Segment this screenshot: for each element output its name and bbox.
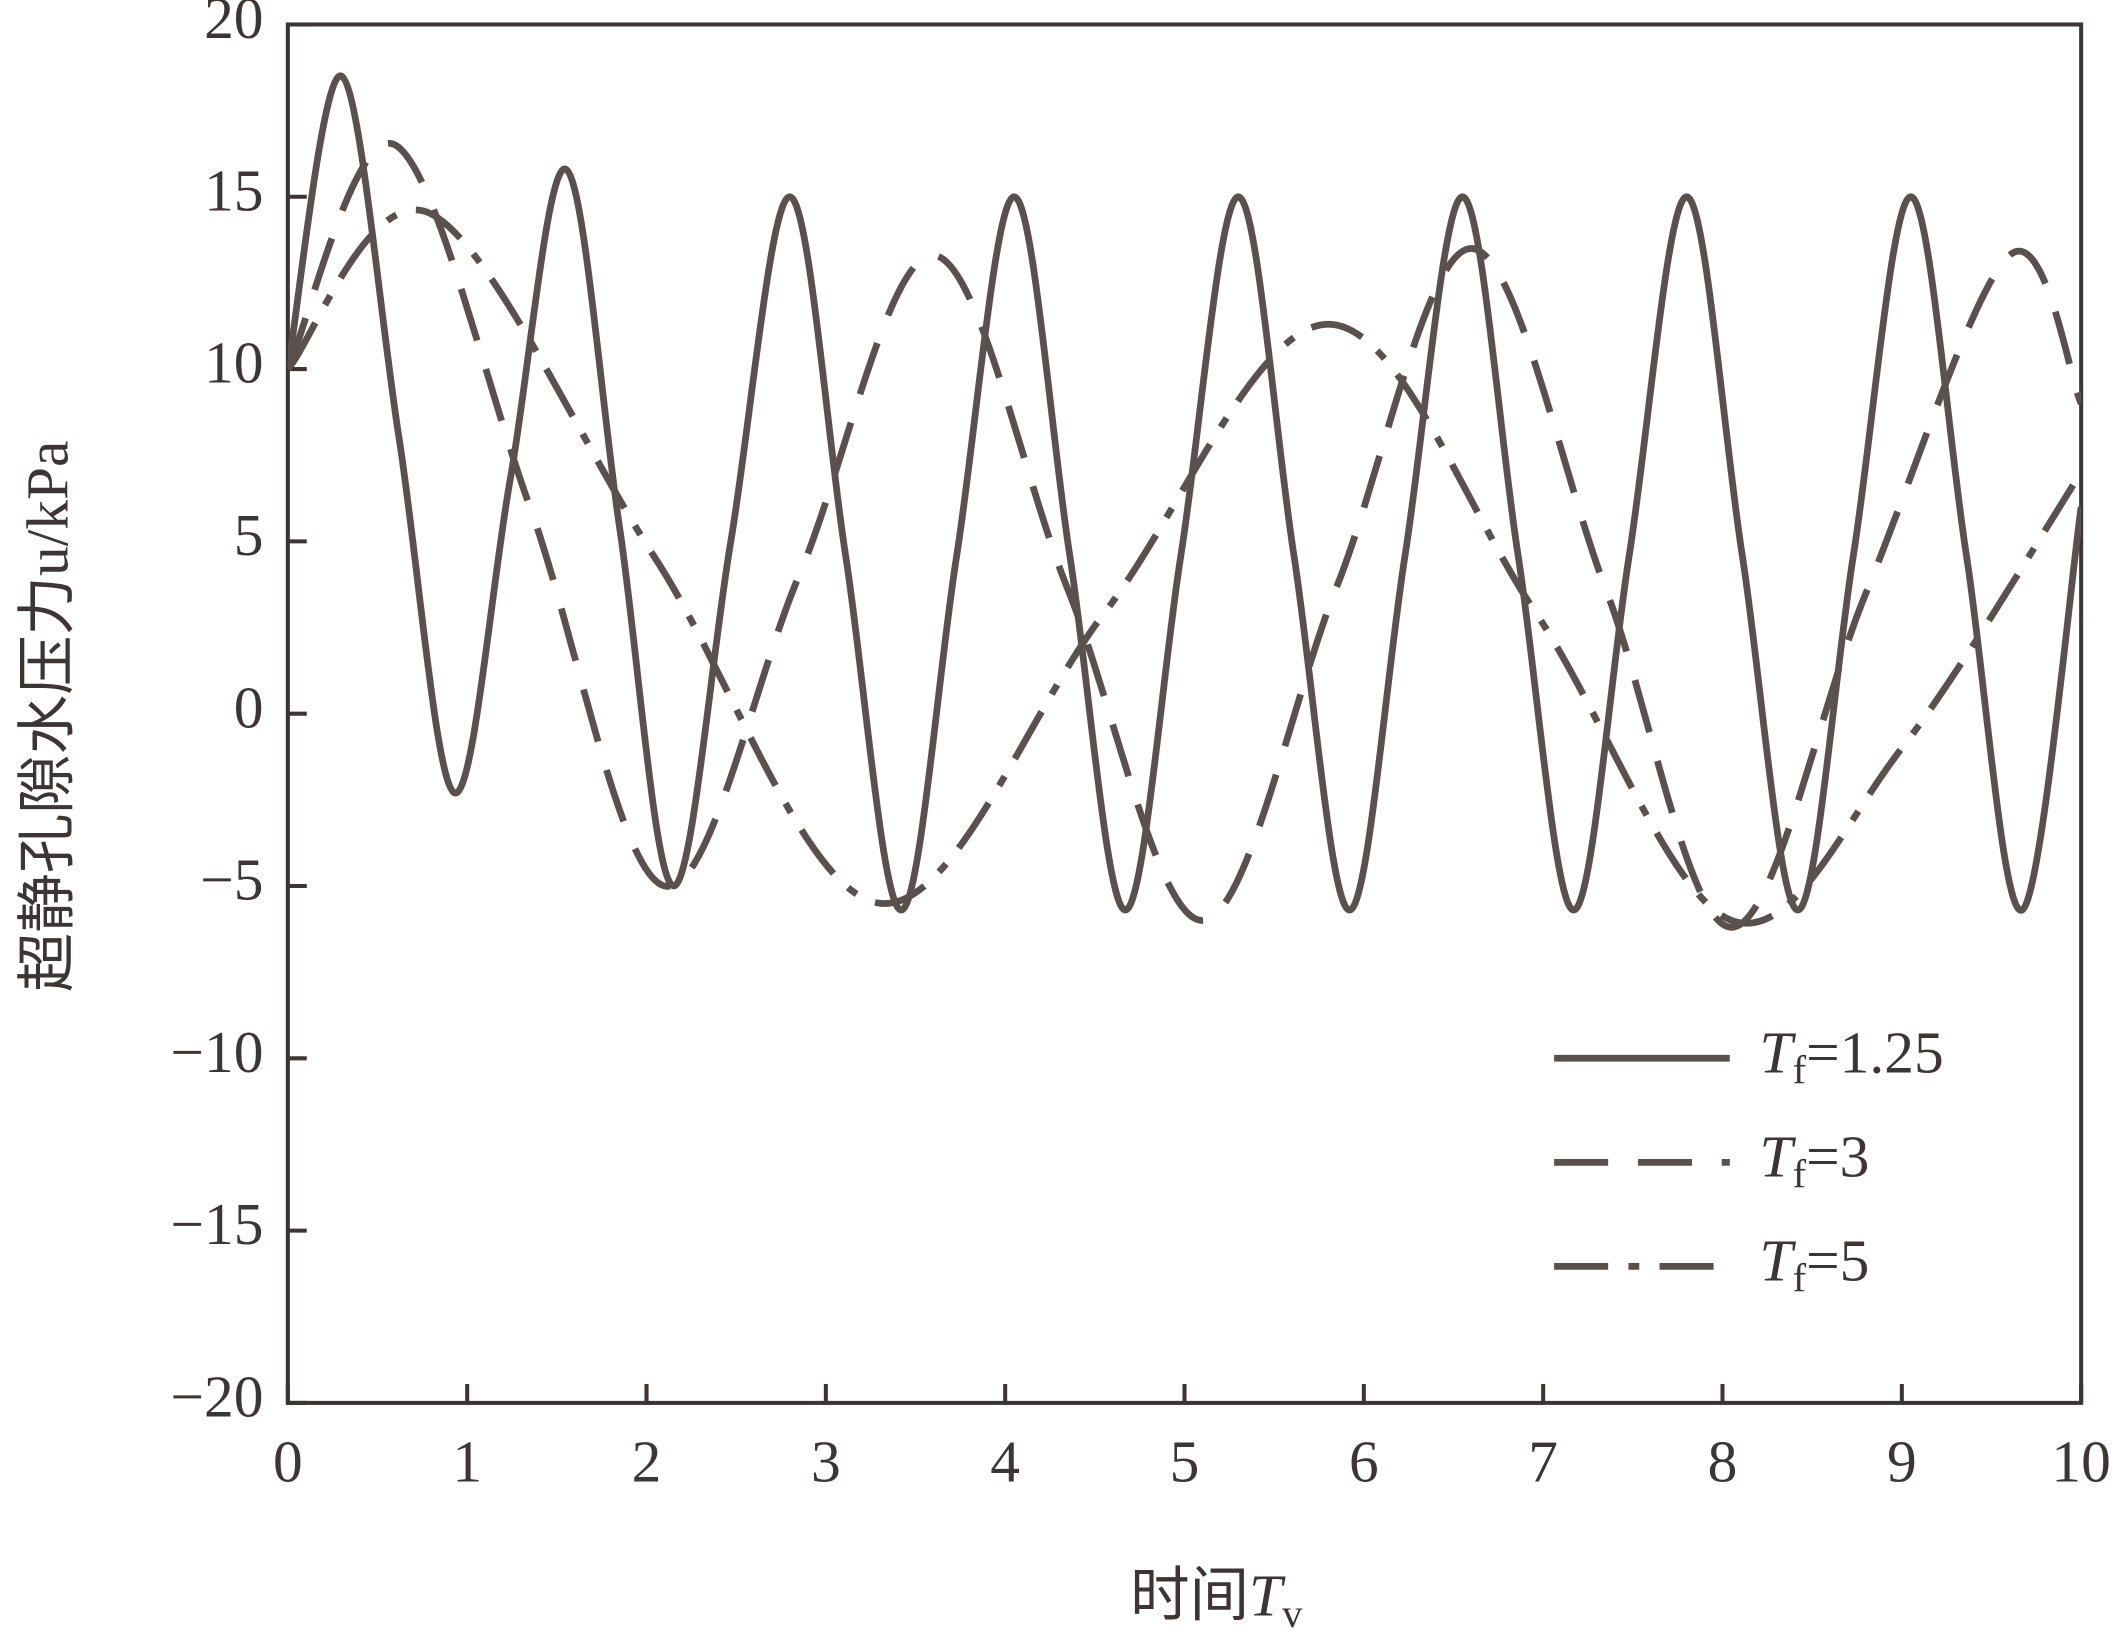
y-tick-label: 20 <box>204 0 263 51</box>
x-tick-label: 7 <box>1528 1428 1558 1494</box>
y-tick-label: −15 <box>171 1191 264 1257</box>
line-series <box>287 206 2082 927</box>
x-tick-label: 5 <box>1170 1428 1200 1494</box>
legend-label: Tf=5 <box>1760 1227 1870 1301</box>
x-tick-label: 8 <box>1708 1428 1738 1494</box>
y-tick-label: 0 <box>234 674 264 740</box>
legend-label: Tf=1.25 <box>1760 1019 1944 1093</box>
x-tick-label: 6 <box>1349 1428 1379 1494</box>
x-tick-label: 4 <box>990 1428 1020 1494</box>
x-tick-label: 3 <box>811 1428 841 1494</box>
y-tick-label: 10 <box>204 330 263 396</box>
plot-frame <box>285 22 2084 1405</box>
x-tick-label: 0 <box>273 1428 303 1494</box>
y-tick-label: −10 <box>171 1019 264 1085</box>
line-series <box>287 140 2082 931</box>
y-tick-label: −5 <box>200 847 263 913</box>
x-tick-label: 2 <box>632 1428 662 1494</box>
y-tick-label: 15 <box>204 157 263 223</box>
y-tick-label: −20 <box>171 1364 264 1430</box>
line-series <box>287 72 2082 914</box>
y-axis-label: 超静孔隙水压力u/kPa <box>15 441 81 993</box>
legend-label: Tf=3 <box>1760 1123 1870 1197</box>
x-axis-label: 时间Tv <box>1130 1562 1303 1636</box>
x-tick-label: 9 <box>1887 1428 1917 1494</box>
y-tick-label: 5 <box>234 502 264 568</box>
x-tick-label: 1 <box>452 1428 482 1494</box>
x-tick-label: 10 <box>2051 1428 2110 1494</box>
